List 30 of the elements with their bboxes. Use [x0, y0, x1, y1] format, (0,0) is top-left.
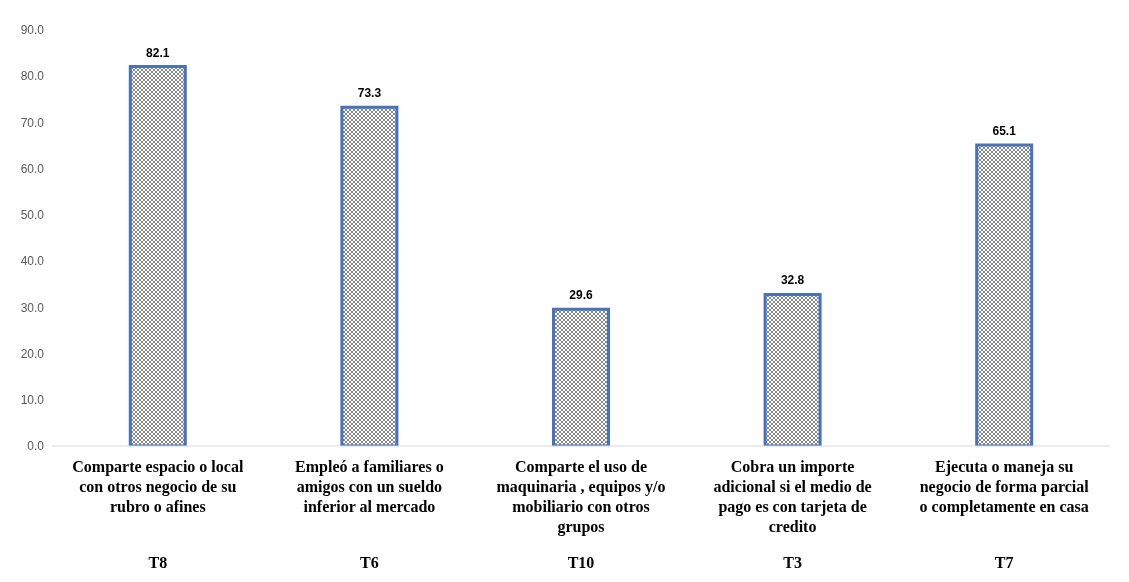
x-tick-label: Comparte espacio o local con otros negocio de su rubro o afines	[72, 458, 244, 515]
x-tick-label: Cobra un importe adicional si el medio de pago es con tarjeta de credito	[713, 458, 872, 535]
bar	[340, 105, 399, 446]
y-tick-label: 70.0	[20, 115, 45, 130]
x-tick-label: Comparte el uso de maquinaria , equipos y/o mobiliario con otros grupos	[496, 458, 666, 536]
y-tick-label: 40.0	[20, 254, 45, 269]
data-label: 32.8	[780, 273, 805, 288]
bar	[128, 65, 187, 446]
y-tick-label: 80.0	[20, 69, 45, 84]
bar	[763, 292, 822, 446]
bar	[551, 307, 610, 446]
x-tick-label: Empleó a familiares o amigos con un sueldo inferior al mercado	[295, 458, 444, 515]
data-label: 73.3	[357, 86, 382, 101]
text: T8	[148, 554, 168, 571]
y-tick-label: 50.0	[20, 208, 45, 223]
data-label: 82.1	[146, 45, 170, 60]
y-tick-label: 20.0	[20, 346, 45, 361]
text: T7	[994, 554, 1014, 571]
y-tick-label: 10.0	[20, 393, 45, 408]
text: T10	[567, 554, 595, 571]
y-tick-label: 90.0	[20, 23, 45, 38]
text: T6	[360, 554, 379, 571]
bar	[975, 143, 1034, 446]
y-tick-label: 60.0	[20, 161, 45, 176]
text: T3	[783, 554, 802, 571]
y-tick-label: 30.0	[20, 300, 45, 315]
y-tick-label: 0.0	[27, 439, 45, 454]
x-tick-label: Ejecuta o maneja su negocio de forma parcial o completamente en casa	[919, 458, 1090, 516]
data-label: 65.1	[992, 124, 1017, 139]
data-label: 29.6	[569, 288, 593, 303]
